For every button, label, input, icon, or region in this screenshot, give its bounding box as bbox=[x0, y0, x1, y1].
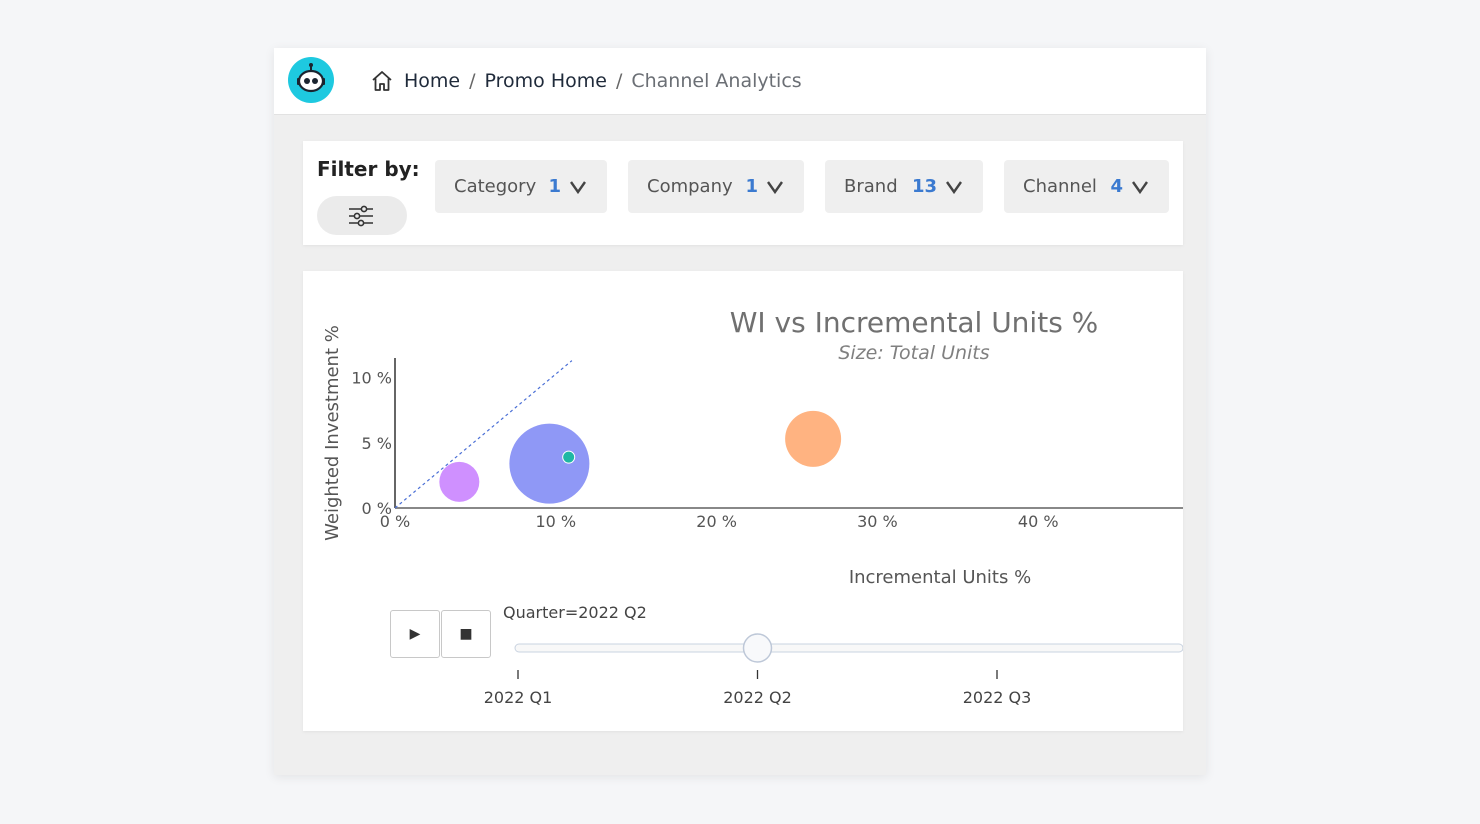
dropdown-label: Brand bbox=[844, 176, 898, 197]
bubble-point bbox=[562, 450, 576, 464]
breadcrumb-home[interactable]: Home bbox=[404, 70, 461, 92]
slider-step-label: 2022 Q3 bbox=[963, 688, 1032, 707]
x-tick-label: 20 % bbox=[696, 512, 737, 531]
breadcrumb-separator: / bbox=[615, 70, 623, 92]
dropdown-count: 1 bbox=[745, 176, 758, 197]
slider-track bbox=[514, 643, 1183, 653]
category-dropdown[interactable]: Category 1 bbox=[435, 160, 607, 213]
filter-label: Filter by: bbox=[317, 157, 420, 181]
channel-dropdown[interactable]: Channel 4 bbox=[1004, 160, 1169, 213]
dropdown-count: 13 bbox=[911, 176, 937, 197]
chevron-down-icon bbox=[1132, 180, 1148, 194]
reference-line bbox=[394, 360, 573, 509]
slider-step-label: 2022 Q2 bbox=[723, 688, 792, 707]
slider-current-label: Quarter=2022 Q2 bbox=[503, 603, 647, 622]
breadcrumb-current: Channel Analytics bbox=[631, 70, 802, 92]
chevron-down-icon bbox=[570, 180, 586, 194]
bubble-chart: WI vs Incremental Units % Size: Total Un… bbox=[322, 306, 1183, 707]
breadcrumb-promo-home[interactable]: Promo Home bbox=[484, 70, 607, 92]
filter-settings-button[interactable] bbox=[317, 196, 407, 235]
breadcrumb-separator: / bbox=[469, 70, 476, 92]
bubble-point bbox=[439, 461, 480, 502]
robot-logo-icon bbox=[297, 63, 325, 93]
x-tick-label: 10 % bbox=[535, 512, 576, 531]
bubble-point bbox=[785, 410, 842, 467]
y-tick-label: 10 % bbox=[351, 369, 392, 388]
dropdown-count: 1 bbox=[548, 176, 561, 197]
company-dropdown[interactable]: Company 1 bbox=[628, 160, 804, 213]
chart-panel: WI vs Incremental Units % Size: Total Un… bbox=[303, 271, 1183, 731]
chart-title: WI vs Incremental Units % bbox=[730, 306, 1099, 339]
sliders-icon bbox=[349, 205, 373, 227]
y-axis-label: Weighted Investment % bbox=[322, 325, 343, 541]
home-icon[interactable] bbox=[370, 69, 394, 93]
y-tick-label: 5 % bbox=[362, 434, 392, 453]
chevron-down-icon bbox=[767, 180, 783, 194]
play-button[interactable]: ▶ bbox=[390, 610, 440, 658]
dropdown-label: Channel bbox=[1023, 176, 1097, 197]
logo[interactable] bbox=[288, 57, 334, 103]
dropdown-count: 4 bbox=[1110, 176, 1123, 197]
y-tick-label: 0 % bbox=[362, 499, 392, 518]
slider-step-label: 2022 Q1 bbox=[484, 688, 553, 707]
slider-handle[interactable] bbox=[742, 633, 773, 663]
x-axis-label: Incremental Units % bbox=[849, 567, 1031, 588]
dropdown-label: Company bbox=[647, 176, 733, 197]
top-bar: Home / Promo Home / Channel Analytics bbox=[274, 48, 1206, 115]
stop-button[interactable]: ■ bbox=[441, 610, 491, 658]
x-tick-label: 40 % bbox=[1018, 512, 1059, 531]
chart-subtitle: Size: Total Units bbox=[838, 342, 989, 364]
chevron-down-icon bbox=[946, 180, 962, 194]
app-window: Home / Promo Home / Channel Analytics Fi… bbox=[274, 48, 1206, 775]
x-tick-label: 30 % bbox=[857, 512, 898, 531]
bubble-point bbox=[509, 423, 590, 504]
breadcrumb: Home / Promo Home / Channel Analytics bbox=[370, 68, 802, 94]
brand-dropdown[interactable]: Brand 13 bbox=[825, 160, 983, 213]
x-tick-label: 0 % bbox=[380, 512, 410, 531]
filter-panel: Filter by: Category 1 Company 1 Brand 13 bbox=[303, 141, 1183, 245]
dropdown-label: Category bbox=[454, 176, 537, 197]
